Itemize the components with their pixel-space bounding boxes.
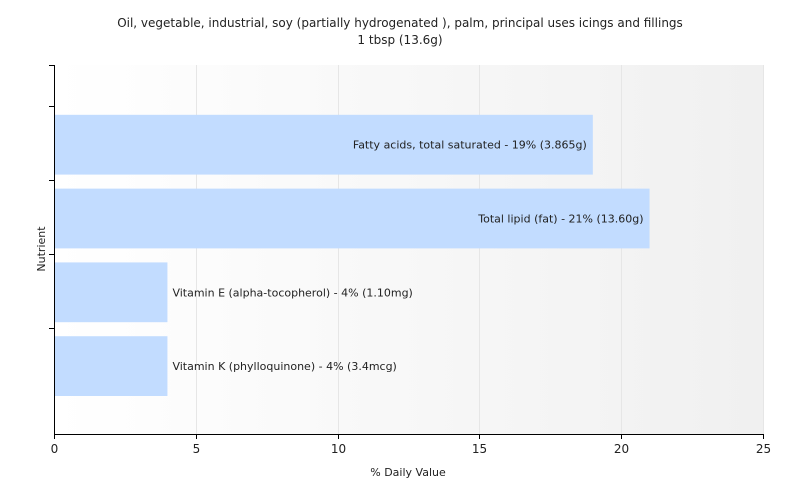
bar-label: Total lipid (fat) - 21% (13.60g): [477, 213, 643, 226]
bar-label: Fatty acids, total saturated - 19% (3.86…: [353, 139, 587, 152]
bars: Fatty acids, total saturated - 19% (3.86…: [54, 114, 650, 396]
x-tick-label: 15: [472, 442, 487, 456]
chart-title: Oil, vegetable, industrial, soy (partial…: [117, 16, 683, 30]
bar: [54, 114, 593, 175]
chart-subtitle: 1 tbsp (13.6g): [357, 33, 442, 47]
bar-label: Vitamin E (alpha-tocopherol) - 4% (1.10m…: [172, 286, 412, 299]
axes: 0 5 10 15 20 25: [49, 65, 771, 456]
bar: [54, 336, 168, 396]
x-tick-label: 0: [51, 442, 59, 456]
x-axis-label: % Daily Value: [370, 466, 446, 479]
y-axis-label: Nutrient: [35, 226, 48, 272]
bar-label: Vitamin K (phylloquinone) - 4% (3.4mcg): [172, 360, 396, 373]
x-tick-label: 25: [756, 442, 771, 456]
x-tick-label: 10: [331, 442, 346, 456]
bar: [54, 262, 168, 323]
bar: [54, 188, 650, 249]
x-tick-label: 20: [614, 442, 629, 456]
x-tick-label: 5: [193, 442, 201, 456]
